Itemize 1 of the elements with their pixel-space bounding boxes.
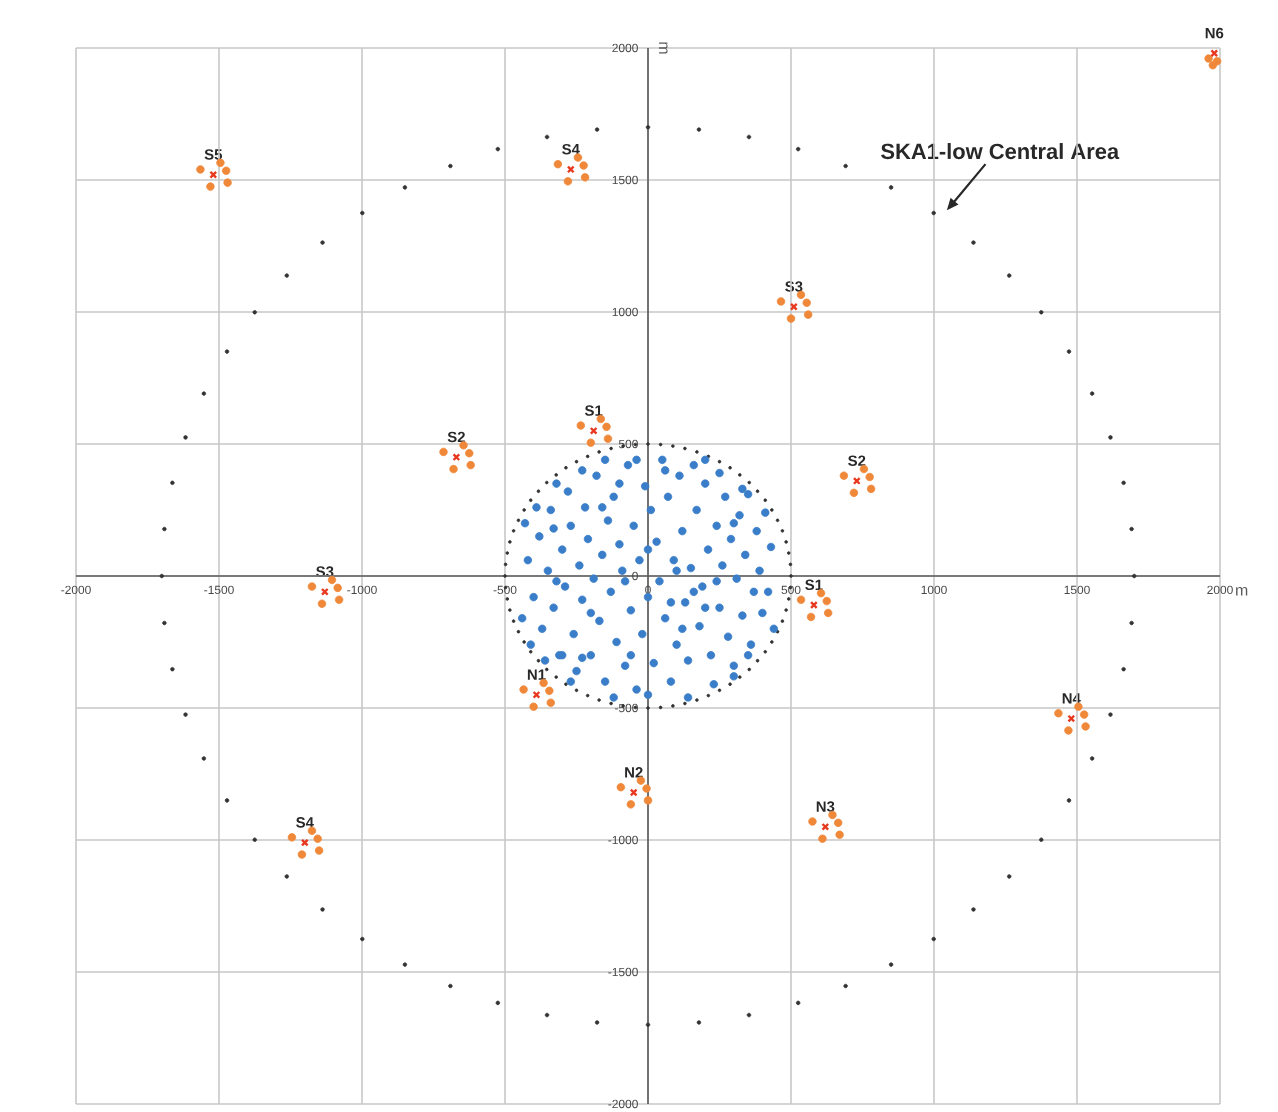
annotation: SKA1-low Central Area <box>881 143 1120 160</box>
